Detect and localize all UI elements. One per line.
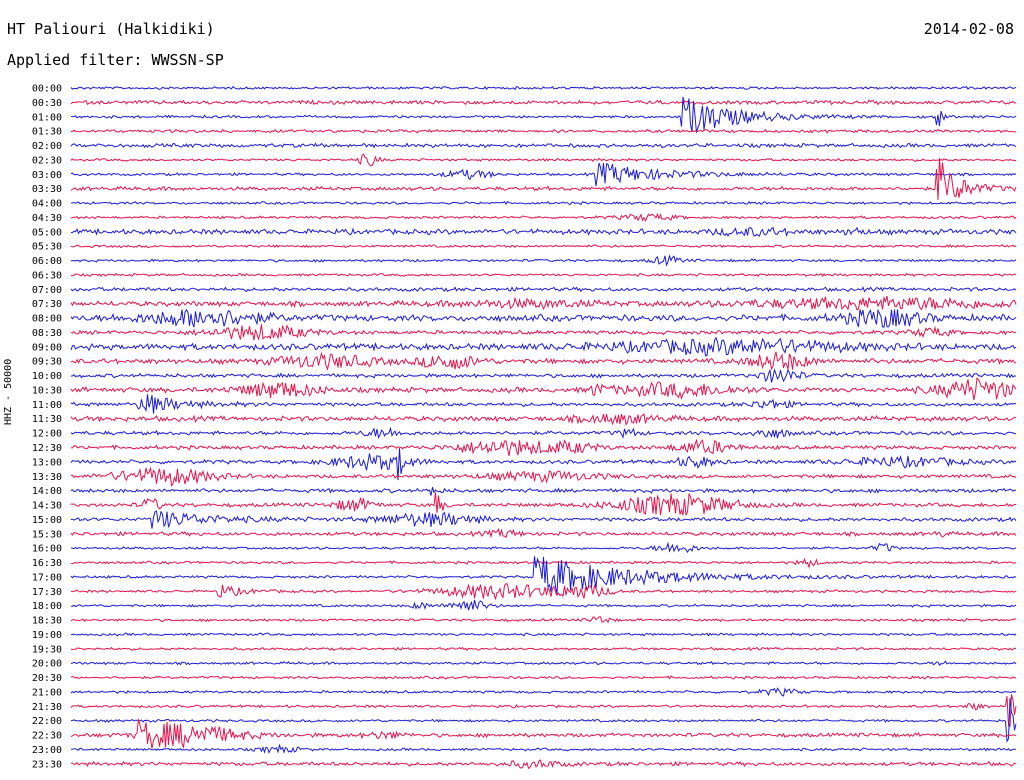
trace-time-label: 06:00 xyxy=(32,256,62,267)
trace-time-label: 23:30 xyxy=(32,759,62,770)
trace-time-label: 00:00 xyxy=(32,84,62,95)
trace-time-label: 07:00 xyxy=(32,285,62,296)
trace-time-label: 01:00 xyxy=(32,112,62,123)
seismogram-trace xyxy=(70,153,1017,167)
trace-time-label: 13:00 xyxy=(32,457,62,468)
trace-time-label: 06:30 xyxy=(32,270,62,281)
trace-time-label: 15:30 xyxy=(32,529,62,540)
seismogram-trace xyxy=(70,599,1017,611)
seismogram-trace xyxy=(70,162,1017,187)
seismogram-trace xyxy=(70,295,1017,311)
trace-time-label: 14:00 xyxy=(32,486,62,497)
seismogram-trace xyxy=(70,99,1017,106)
trace-time-label: 16:30 xyxy=(32,558,62,569)
seismogram-trace xyxy=(70,212,1017,223)
seismogram-trace xyxy=(70,128,1017,134)
seismogram-trace xyxy=(70,718,1017,749)
seismogram-trace xyxy=(71,226,1017,238)
trace-time-label: 04:00 xyxy=(32,199,62,210)
seismogram-trace xyxy=(70,351,1017,371)
seismogram-trace xyxy=(70,200,1017,206)
seismogram-trace xyxy=(70,324,1016,341)
trace-time-label: 03:30 xyxy=(32,184,62,195)
trace-time-label: 22:00 xyxy=(32,716,62,727)
trace-time-label: 09:30 xyxy=(32,357,62,368)
trace-time-label: 19:00 xyxy=(32,630,62,641)
seismogram-trace xyxy=(70,254,1017,267)
seismogram-trace xyxy=(70,646,1017,652)
seismogram-trace xyxy=(70,394,1017,414)
trace-time-label: 02:30 xyxy=(32,155,62,166)
trace-time-label: 05:00 xyxy=(32,227,62,238)
seismogram-trace xyxy=(70,698,1017,744)
seismogram-trace xyxy=(70,336,1017,357)
trace-time-label: 16:00 xyxy=(32,544,62,555)
seismogram-trace xyxy=(70,377,1017,401)
trace-time-label: 14:30 xyxy=(32,501,62,512)
seismogram-trace xyxy=(70,675,1017,680)
seismogram-trace xyxy=(70,687,1017,697)
trace-time-label: 20:00 xyxy=(32,659,62,670)
seismogram-trace xyxy=(70,158,1017,200)
trace-time-label: 20:30 xyxy=(32,673,62,684)
trace-time-label: 07:30 xyxy=(32,299,62,310)
filter-label: Applied filter: WWSSN-SP xyxy=(7,51,224,69)
trace-time-label: 18:00 xyxy=(32,601,62,612)
seismogram-trace xyxy=(70,660,1017,667)
seismogram-trace xyxy=(70,492,1017,516)
seismogram-trace xyxy=(71,96,1017,133)
seismogram-trace xyxy=(70,694,1017,728)
seismogram-trace xyxy=(70,272,1017,278)
trace-time-label: 19:30 xyxy=(32,644,62,655)
seismogram-trace xyxy=(70,466,1017,487)
seismogram-trace xyxy=(70,412,1017,426)
seismogram-trace xyxy=(70,368,1017,383)
seismogram-trace xyxy=(70,308,1017,328)
seismogram-trace xyxy=(70,632,1017,637)
trace-time-label: 21:00 xyxy=(32,687,62,698)
trace-time-label: 12:00 xyxy=(32,429,62,440)
trace-time-label: 10:00 xyxy=(32,371,62,382)
seismogram-trace xyxy=(70,142,1017,149)
seismogram-trace xyxy=(70,486,1017,496)
trace-time-label: 09:00 xyxy=(32,342,62,353)
trace-time-label: 22:30 xyxy=(32,731,62,742)
trace-time-label: 00:30 xyxy=(32,98,62,109)
date-label: 2014-02-08 xyxy=(923,20,1014,38)
seismogram-trace xyxy=(70,759,1017,770)
seismogram-trace xyxy=(70,527,1017,539)
trace-time-label: 04:30 xyxy=(32,213,62,224)
seismogram-trace xyxy=(70,426,1017,439)
seismogram-trace xyxy=(71,438,1017,456)
seismogram-trace xyxy=(70,541,1017,554)
trace-time-label: 17:30 xyxy=(32,587,62,598)
trace-time-label: 13:30 xyxy=(32,472,62,483)
trace-time-label: 10:30 xyxy=(32,385,62,396)
seismogram-trace xyxy=(71,583,1017,600)
trace-time-label: 21:30 xyxy=(32,702,62,713)
trace-time-label: 03:00 xyxy=(32,170,62,181)
trace-time-label: 17:00 xyxy=(32,572,62,583)
trace-time-label: 02:00 xyxy=(32,141,62,152)
seismogram-trace xyxy=(70,616,1017,624)
trace-time-label: 08:30 xyxy=(32,328,62,339)
trace-time-label: 23:00 xyxy=(32,745,62,756)
seismogram-trace xyxy=(70,556,1017,595)
trace-time-label: 15:00 xyxy=(32,515,62,526)
seismogram-trace xyxy=(70,244,1017,249)
trace-time-label: 12:30 xyxy=(32,443,62,454)
seismogram-trace xyxy=(70,448,1017,481)
seismogram-trace xyxy=(70,85,1017,91)
seismogram-trace xyxy=(71,743,1016,754)
seismogram-trace xyxy=(70,286,1017,293)
trace-time-label: 11:30 xyxy=(32,414,62,425)
trace-time-label: 18:30 xyxy=(32,616,62,627)
trace-time-label: 01:30 xyxy=(32,127,62,138)
trace-time-label: 11:00 xyxy=(32,400,62,411)
trace-time-label: 05:30 xyxy=(32,242,62,253)
station-title: HT Paliouri (Halkidiki) xyxy=(7,20,215,38)
seismogram-trace xyxy=(70,510,1017,529)
trace-time-label: 08:00 xyxy=(32,314,62,325)
